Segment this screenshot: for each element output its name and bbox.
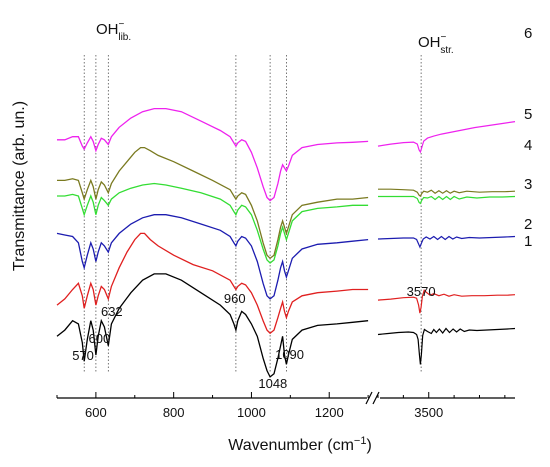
x-right-tick-label-3500: 3500 bbox=[414, 405, 443, 420]
series-1-libration-curve bbox=[56, 273, 369, 378]
series-5-libration-curve bbox=[57, 146, 369, 260]
x-left-tick-label-1200: 1200 bbox=[315, 405, 344, 420]
x-axis-label: Wavenumber (cm−1) bbox=[228, 435, 372, 454]
x-axis-label-text: Wavenumber (cm bbox=[228, 437, 354, 454]
series-4-libration-curve bbox=[57, 182, 369, 264]
peak-label-3570: 3570 bbox=[407, 284, 436, 299]
series-4-label: 4 bbox=[524, 137, 532, 154]
oh-lib-base: OH bbox=[96, 21, 119, 38]
series-3-label: 3 bbox=[524, 176, 532, 193]
y-axis-label: Transmittance (arb. un.) bbox=[11, 101, 28, 271]
series-6-stretch-curve bbox=[377, 121, 516, 154]
peak-label-600: 600 bbox=[89, 331, 111, 346]
axes: 600 800 1000 1200 3500 bbox=[56, 391, 515, 420]
series-2-libration-curve bbox=[56, 232, 369, 335]
axis-break-mark-1 bbox=[365, 391, 373, 405]
oh-str-sup: − bbox=[441, 32, 447, 43]
x-axis-label-exponent: −1 bbox=[354, 435, 367, 447]
guide-lines bbox=[83, 55, 422, 372]
series-2-label: 2 bbox=[524, 216, 532, 233]
peak-label-960: 960 bbox=[224, 291, 246, 306]
peak-label-632: 632 bbox=[101, 304, 123, 319]
oh-lib-label: OH− lib. bbox=[96, 19, 131, 43]
oh-str-sub: str. bbox=[440, 45, 453, 56]
oh-str-base: OH bbox=[418, 34, 441, 51]
series-6-label: 6 bbox=[524, 25, 532, 42]
oh-lib-sub: lib. bbox=[118, 32, 131, 43]
series-1-label: 1 bbox=[524, 233, 532, 250]
series-3-libration-curve bbox=[56, 214, 369, 300]
peak-label-570: 570 bbox=[72, 348, 94, 363]
spectra-curves bbox=[56, 107, 516, 378]
series-1-stretch-curve bbox=[377, 327, 516, 365]
series-5-label: 5 bbox=[524, 106, 532, 123]
annotations: 12 3 4 5 6 570 600 632 960 1048 1090 3570 bbox=[72, 25, 532, 391]
series-2-stretch-curve bbox=[377, 289, 516, 314]
x-left-tick-label-600: 600 bbox=[85, 405, 107, 420]
peak-label-1090: 1090 bbox=[275, 347, 304, 362]
series-3-stretch-curve bbox=[377, 235, 516, 249]
x-axis-label-close: ) bbox=[366, 437, 371, 454]
x-left-tick-label-1000: 1000 bbox=[237, 405, 266, 420]
axis-break-mark-2 bbox=[372, 391, 380, 405]
series-4-stretch-curve bbox=[378, 195, 516, 205]
series-5-stretch-curve bbox=[378, 188, 516, 198]
peak-label-1048: 1048 bbox=[258, 376, 287, 391]
x-left-tick-label-800: 800 bbox=[163, 405, 185, 420]
oh-str-label: OH− str. bbox=[418, 32, 454, 56]
series-6-libration-curve bbox=[57, 107, 369, 202]
oh-lib-sup: − bbox=[119, 19, 125, 30]
